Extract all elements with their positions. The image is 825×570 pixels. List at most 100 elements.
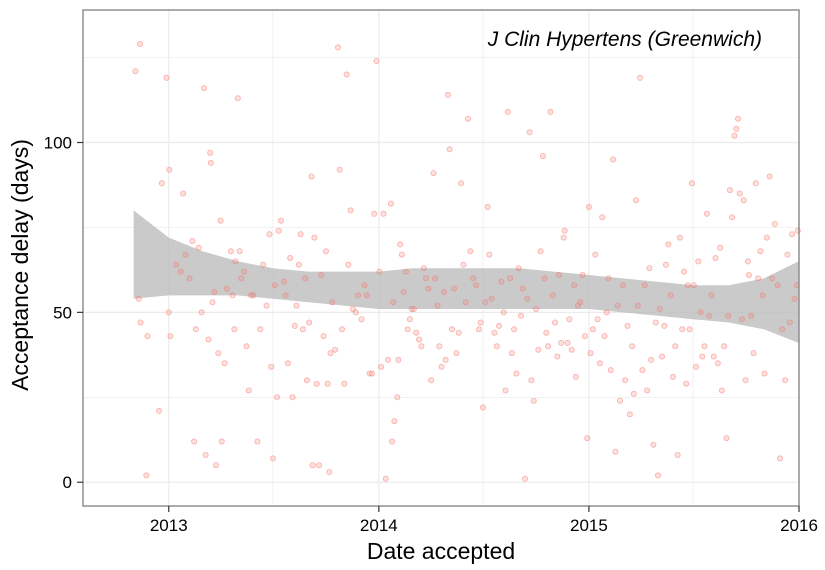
scatter-point bbox=[533, 305, 540, 312]
scatter-point bbox=[231, 326, 238, 333]
scatter-point bbox=[655, 472, 662, 479]
scatter-point bbox=[617, 397, 624, 404]
scatter-point bbox=[137, 319, 144, 326]
scatter-point bbox=[708, 292, 715, 299]
x-tick-label: 2016 bbox=[780, 516, 818, 535]
scatter-point bbox=[158, 180, 165, 187]
scatter-point bbox=[777, 455, 784, 462]
scatter-point bbox=[755, 275, 762, 282]
scatter-point bbox=[695, 258, 702, 265]
scatter-point bbox=[382, 475, 389, 482]
scatter-point bbox=[173, 261, 180, 268]
scatter-point bbox=[683, 380, 690, 387]
scatter-point bbox=[786, 319, 793, 326]
y-axis-ticks: 0 50 100 bbox=[44, 133, 83, 492]
scatter-point bbox=[221, 360, 228, 367]
scatter-point bbox=[343, 71, 350, 78]
scatter-point bbox=[624, 322, 631, 329]
scatter-point bbox=[313, 380, 320, 387]
scatter-point bbox=[400, 288, 407, 295]
scatter-point bbox=[519, 285, 526, 292]
scatter-point bbox=[460, 261, 467, 268]
scatter-point bbox=[721, 343, 728, 350]
scatter-point bbox=[451, 285, 458, 292]
scatter-point bbox=[302, 275, 309, 282]
scatter-point bbox=[679, 326, 686, 333]
scatter-point bbox=[488, 295, 495, 302]
scatter-point bbox=[410, 305, 417, 312]
scatter-point bbox=[652, 319, 659, 326]
scatter-point bbox=[630, 390, 637, 397]
scatter-point bbox=[726, 187, 733, 194]
scatter-point bbox=[712, 254, 719, 261]
scatter-point bbox=[524, 295, 531, 302]
scatter-point bbox=[257, 326, 264, 333]
scatter-point bbox=[318, 271, 325, 278]
scatter-point bbox=[646, 265, 653, 272]
scatter-point bbox=[584, 435, 591, 442]
scatter-point bbox=[338, 326, 345, 333]
scatter-point bbox=[699, 353, 706, 360]
scatter-point bbox=[789, 231, 796, 238]
scatter-point bbox=[293, 302, 300, 309]
scatter-point bbox=[561, 227, 568, 234]
scatter-point bbox=[592, 251, 599, 258]
confidence-band bbox=[133, 210, 799, 343]
scatter-point bbox=[191, 438, 198, 445]
scatter-point bbox=[526, 129, 533, 136]
scatter-point bbox=[448, 326, 455, 333]
scatter-point bbox=[303, 377, 310, 384]
scatter-point bbox=[560, 234, 567, 241]
y-axis-title: Acceptance delay (days) bbox=[7, 139, 33, 391]
scatter-point bbox=[661, 322, 668, 329]
plot-frame bbox=[82, 9, 800, 507]
scatter-point bbox=[518, 312, 525, 319]
scatter-point bbox=[280, 278, 287, 285]
scatter-point bbox=[504, 108, 511, 115]
scatter-point bbox=[659, 353, 666, 360]
scatter-point bbox=[163, 74, 170, 81]
scatter-point bbox=[522, 475, 529, 482]
scatter-point bbox=[475, 326, 482, 333]
scatter-point bbox=[502, 387, 509, 394]
scatter-point bbox=[218, 438, 225, 445]
scatter-point bbox=[610, 156, 617, 163]
scatter-point bbox=[759, 292, 766, 299]
scatter-point bbox=[688, 180, 695, 187]
scatter-point bbox=[227, 248, 234, 255]
scatter-point bbox=[428, 377, 435, 384]
scatter-point bbox=[406, 316, 413, 323]
scatter-point bbox=[614, 302, 621, 309]
scatter-point bbox=[334, 44, 341, 51]
scatter-point bbox=[667, 292, 674, 299]
scatter-point bbox=[192, 326, 199, 333]
scatter-point bbox=[470, 275, 477, 282]
scatter-point bbox=[143, 472, 150, 479]
scatter-point bbox=[229, 292, 236, 299]
scatter-point bbox=[215, 350, 222, 357]
scatter-point bbox=[390, 299, 397, 306]
scatter-point bbox=[182, 251, 189, 258]
scatter-point bbox=[352, 309, 359, 316]
scatter-point bbox=[306, 319, 313, 326]
scatter-point bbox=[703, 210, 710, 217]
x-tick-label: 2014 bbox=[360, 516, 398, 535]
y-tick-label: 0 bbox=[63, 473, 72, 492]
scatter-point bbox=[320, 333, 327, 340]
scatter-point bbox=[165, 309, 172, 316]
scatter-point bbox=[676, 234, 683, 241]
scatter-point bbox=[299, 326, 306, 333]
scatter-point bbox=[135, 295, 142, 302]
scatter-point bbox=[167, 333, 174, 340]
scatter-point bbox=[549, 292, 556, 299]
scatter-point bbox=[287, 254, 294, 261]
scatter-point bbox=[670, 373, 677, 380]
scatter-point bbox=[260, 261, 267, 268]
scatter-point bbox=[513, 370, 520, 377]
scatter-point bbox=[324, 380, 331, 387]
scatter-point bbox=[473, 282, 480, 289]
scatter-point bbox=[587, 350, 594, 357]
scatter-point bbox=[633, 197, 640, 204]
scatter-point bbox=[268, 363, 275, 370]
scatter-point bbox=[155, 407, 162, 414]
